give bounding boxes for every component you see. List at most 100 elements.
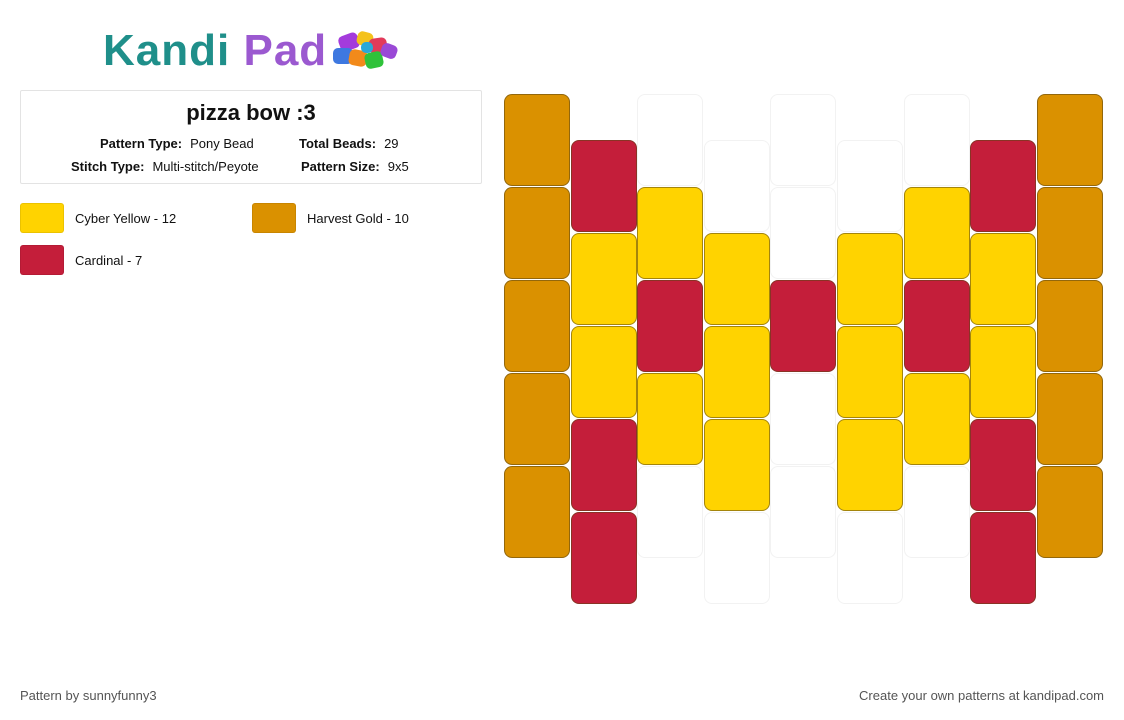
bead-slot-empty — [637, 280, 704, 372]
bead-pile-icon — [333, 28, 405, 74]
bead-slot-empty — [570, 419, 637, 511]
bead-slot-empty — [1036, 94, 1103, 186]
bead-cyber-yellow — [703, 233, 770, 325]
bead-slot-empty — [903, 373, 970, 465]
kandipad-link[interactable]: Create your own patterns at kandipad.com — [859, 688, 1104, 703]
legend-label: Cyber Yellow - 12 — [75, 210, 177, 226]
pattern-title: pizza bow :3 — [186, 100, 316, 125]
bead-harvest-gold — [1036, 373, 1103, 465]
bead-slot-empty — [637, 466, 704, 558]
bead-slot-empty — [903, 94, 970, 186]
pattern-size-label: Pattern Size: — [301, 159, 380, 174]
bead-slot-empty — [570, 140, 637, 232]
bead-slot-empty — [570, 326, 637, 418]
bead-cyber-yellow — [970, 233, 1037, 325]
bead-slot-empty — [703, 326, 770, 418]
legend-label: Cardinal - 7 — [75, 252, 143, 268]
pattern-type-row: Pattern Type: Pony Bead — [100, 136, 254, 151]
bead-slot-empty — [637, 373, 704, 465]
bead-cyber-yellow — [637, 373, 704, 465]
bead-cyber-yellow — [703, 419, 770, 511]
stitch-type-label: Stitch Type: — [71, 159, 145, 174]
bead-harvest-gold — [504, 94, 570, 186]
pattern-info-card: pizza bow :3 Pattern Type: Pony Bead Tota… — [20, 90, 482, 184]
bead-cardinal — [570, 419, 637, 511]
bead-cyber-yellow — [970, 326, 1037, 418]
bead-slot-empty — [770, 187, 837, 279]
bead-slot-empty — [837, 419, 903, 511]
bead-slot-empty — [504, 373, 570, 465]
bead-slot-empty — [770, 94, 837, 186]
bead-harvest-gold — [504, 187, 570, 279]
bead-cardinal — [770, 280, 837, 372]
legend-item-harvest-gold: Harvest Gold - 10 — [252, 203, 409, 233]
total-beads-label: Total Beads: — [299, 136, 377, 151]
bead-cyber-yellow — [570, 233, 637, 325]
bead-cyber-yellow — [637, 187, 704, 279]
bead-cardinal — [570, 512, 637, 604]
bead-slot-empty — [903, 280, 970, 372]
logo-word-pad: Pad — [243, 26, 328, 75]
bead-cardinal — [970, 512, 1037, 604]
stitch-type-value: Multi-stitch/Peyote — [152, 159, 259, 174]
bead-slot-empty — [903, 187, 970, 279]
logo-wordmark: Kandi Pad — [103, 28, 327, 74]
pattern-author: Pattern by sunnyfunny3 — [20, 688, 157, 703]
legend-item-cyber-yellow: Cyber Yellow - 12 — [20, 203, 176, 233]
bead-slot-empty — [637, 187, 704, 279]
color-swatch — [20, 245, 64, 275]
logo-word-kandi: Kandi — [103, 26, 231, 75]
bead-harvest-gold — [1036, 187, 1103, 279]
bead-slot-empty — [1036, 466, 1103, 558]
bead-slot-empty — [570, 512, 637, 604]
stitch-type-row: Stitch Type: Multi-stitch/Peyote — [71, 159, 259, 174]
bead-slot-empty — [703, 419, 770, 511]
bead-cyber-yellow — [837, 233, 903, 325]
bead-slot-empty — [837, 326, 903, 418]
bead-slot-empty — [504, 280, 570, 372]
bead-cyber-yellow — [703, 326, 770, 418]
bead-slot-empty — [703, 233, 770, 325]
bead-slot-empty — [504, 187, 570, 279]
legend-item-cardinal: Cardinal - 7 — [20, 245, 142, 275]
bead-harvest-gold — [504, 373, 570, 465]
bead-slot-empty — [970, 326, 1037, 418]
bead-slot-empty — [1036, 187, 1103, 279]
bead-slot-empty — [970, 419, 1037, 511]
bead-cardinal — [570, 140, 637, 232]
bead-slot-empty — [770, 466, 837, 558]
bead-slot-empty — [970, 233, 1037, 325]
kandi-pad-logo[interactable]: Kandi Pad — [103, 28, 405, 74]
bead-slot-empty — [970, 512, 1037, 604]
bead-slot-empty — [1036, 280, 1103, 372]
bead-slot-empty — [837, 140, 903, 232]
bead-slot-empty — [970, 140, 1037, 232]
bead-cyber-yellow — [903, 373, 970, 465]
bead-harvest-gold — [1036, 466, 1103, 558]
bead-harvest-gold — [1036, 280, 1103, 372]
legend-label: Harvest Gold - 10 — [307, 210, 409, 226]
bead-cardinal — [970, 419, 1037, 511]
pattern-type-value: Pony Bead — [190, 136, 254, 151]
bead-cardinal — [903, 280, 970, 372]
pattern-type-label: Pattern Type: — [100, 136, 183, 151]
bead-cyber-yellow — [903, 187, 970, 279]
bead-cyber-yellow — [837, 419, 903, 511]
bead-harvest-gold — [1036, 94, 1103, 186]
bead-harvest-gold — [504, 280, 570, 372]
total-beads-value: 29 — [384, 136, 399, 151]
bead-cardinal — [637, 280, 704, 372]
color-swatch — [252, 203, 296, 233]
bead-slot-empty — [837, 233, 903, 325]
bead-cyber-yellow — [570, 326, 637, 418]
bead-slot-empty — [570, 233, 637, 325]
bead-slot-empty — [837, 512, 903, 604]
pattern-size-row: Pattern Size: 9x5 — [301, 159, 409, 174]
bead-slot-empty — [703, 140, 770, 232]
bead-slot-empty — [703, 512, 770, 604]
bead-slot-empty — [770, 280, 837, 372]
bead-slot-empty — [637, 94, 704, 186]
total-beads-row: Total Beads: 29 — [299, 136, 399, 151]
bead-slot-empty — [903, 466, 970, 558]
bead-slot-empty — [1036, 373, 1103, 465]
